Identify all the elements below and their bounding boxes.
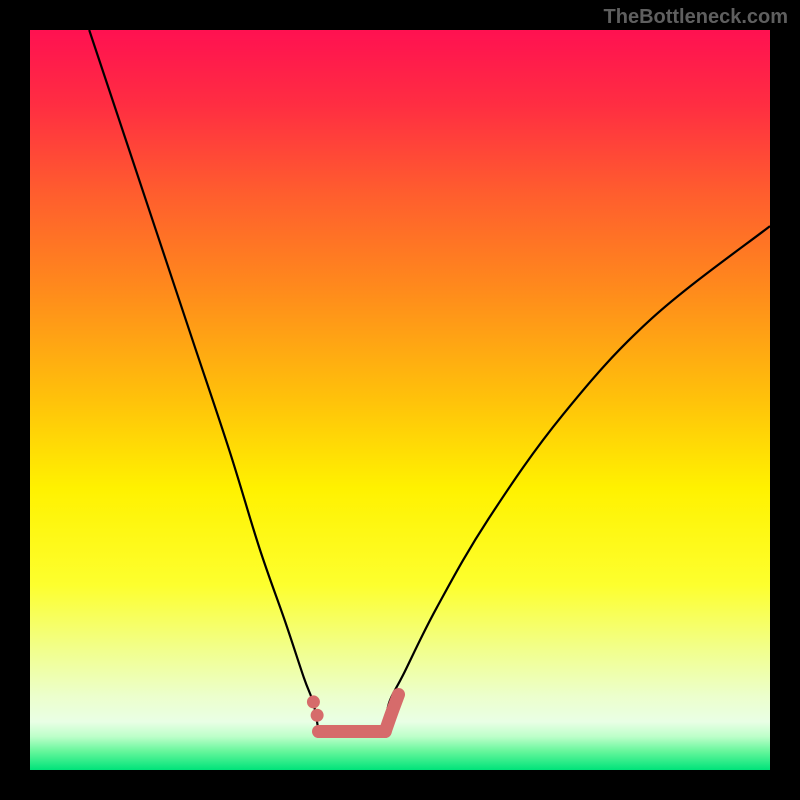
- chart-canvas: TheBottleneck.com: [0, 0, 800, 800]
- valley-dot: [312, 725, 325, 738]
- valley-dot: [307, 695, 320, 708]
- attribution-text: TheBottleneck.com: [604, 6, 788, 29]
- plot-area: [30, 30, 770, 770]
- valley-dot: [311, 709, 324, 722]
- bottleneck-chart: [0, 0, 800, 800]
